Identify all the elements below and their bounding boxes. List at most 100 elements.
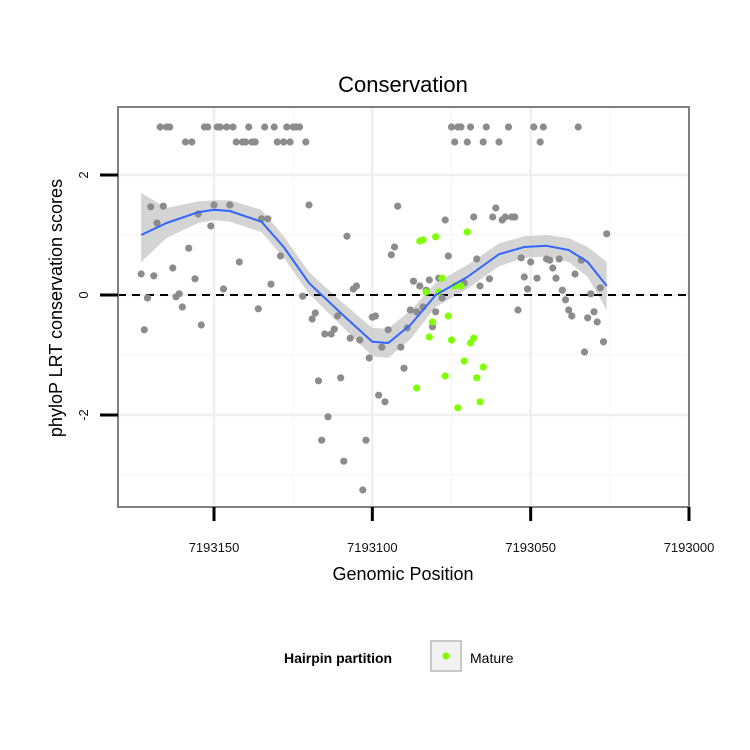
data-point xyxy=(530,123,538,131)
data-point xyxy=(375,391,383,399)
data-point xyxy=(223,123,231,131)
data-point xyxy=(571,270,579,278)
data-point xyxy=(558,286,566,294)
data-point xyxy=(254,305,262,313)
data-point xyxy=(470,213,478,221)
data-point xyxy=(270,123,278,131)
data-point xyxy=(286,138,294,146)
data-point xyxy=(561,296,570,304)
data-point xyxy=(432,308,440,316)
smooth-confidence-band xyxy=(141,193,607,358)
data-point xyxy=(447,123,456,131)
data-point xyxy=(463,138,471,146)
mature-point xyxy=(460,357,468,365)
data-point xyxy=(451,138,459,146)
data-point xyxy=(340,457,348,465)
data-point xyxy=(504,123,513,131)
data-point xyxy=(137,270,145,278)
data-point xyxy=(178,303,186,311)
data-point xyxy=(308,315,316,323)
data-point xyxy=(565,306,573,314)
y-axis-title: phyloP LRT conservation scores xyxy=(46,179,66,437)
data-point xyxy=(603,230,611,238)
plot-panel xyxy=(118,107,689,507)
x-axis-title: Genomic Position xyxy=(332,564,473,584)
data-point xyxy=(276,252,285,260)
data-point xyxy=(390,243,399,251)
data-point xyxy=(242,138,250,146)
data-point xyxy=(520,273,528,281)
mature-point xyxy=(432,233,440,241)
data-point xyxy=(356,336,364,344)
data-point xyxy=(283,123,291,131)
mature-point xyxy=(425,333,433,341)
mature-point xyxy=(441,372,449,380)
data-point xyxy=(226,201,234,209)
data-point xyxy=(416,282,424,290)
x-tick-label: 7193100 xyxy=(347,540,398,555)
data-point xyxy=(330,325,338,333)
data-point xyxy=(476,282,484,290)
mature-point xyxy=(438,274,446,282)
data-point xyxy=(188,138,196,146)
data-point xyxy=(343,232,351,240)
data-point xyxy=(302,138,310,146)
mature-point xyxy=(479,363,487,371)
data-point xyxy=(587,290,595,298)
data-point xyxy=(140,326,148,334)
data-point xyxy=(362,436,370,444)
data-point xyxy=(552,274,560,282)
data-point xyxy=(245,123,253,131)
data-point xyxy=(235,258,243,266)
data-point xyxy=(457,123,465,131)
data-point xyxy=(346,334,354,342)
data-point xyxy=(397,343,405,351)
data-point xyxy=(314,377,323,385)
data-point xyxy=(511,213,519,221)
data-point xyxy=(555,255,563,263)
data-point xyxy=(311,309,319,317)
mature-point xyxy=(473,374,481,382)
data-point xyxy=(156,123,164,131)
mature-point xyxy=(422,288,430,296)
data-point xyxy=(207,222,215,230)
data-point xyxy=(169,264,177,272)
x-tick-label: 7193150 xyxy=(189,540,240,555)
data-point xyxy=(175,290,183,298)
data-point xyxy=(216,123,224,131)
data-point xyxy=(479,138,487,146)
data-point xyxy=(251,138,259,146)
data-point xyxy=(584,314,592,322)
data-point xyxy=(229,123,237,131)
data-point xyxy=(324,413,332,421)
data-point xyxy=(527,258,535,266)
y-tick-label: -2 xyxy=(76,409,91,421)
default-points xyxy=(137,123,611,494)
x-tick-label: 7193050 xyxy=(505,540,556,555)
data-point xyxy=(568,312,576,320)
data-point xyxy=(539,123,547,131)
data-point xyxy=(501,213,509,221)
data-point xyxy=(381,398,389,406)
data-point xyxy=(264,215,272,223)
data-point xyxy=(438,294,446,302)
data-point xyxy=(517,254,525,262)
mature-point xyxy=(463,228,471,236)
data-point xyxy=(580,348,589,356)
data-point xyxy=(181,138,190,146)
smooth-line xyxy=(140,208,608,344)
data-point xyxy=(590,308,598,316)
data-point xyxy=(514,306,522,314)
data-point xyxy=(400,364,408,372)
data-point xyxy=(305,201,313,209)
y-tick-label: 2 xyxy=(76,171,91,178)
data-point xyxy=(384,326,392,334)
data-point xyxy=(596,284,604,292)
data-point xyxy=(365,354,373,362)
data-point xyxy=(153,219,161,227)
data-point xyxy=(267,280,275,288)
plot-border xyxy=(117,106,690,508)
data-point xyxy=(482,123,490,131)
data-point xyxy=(210,201,218,209)
data-point xyxy=(204,123,212,131)
